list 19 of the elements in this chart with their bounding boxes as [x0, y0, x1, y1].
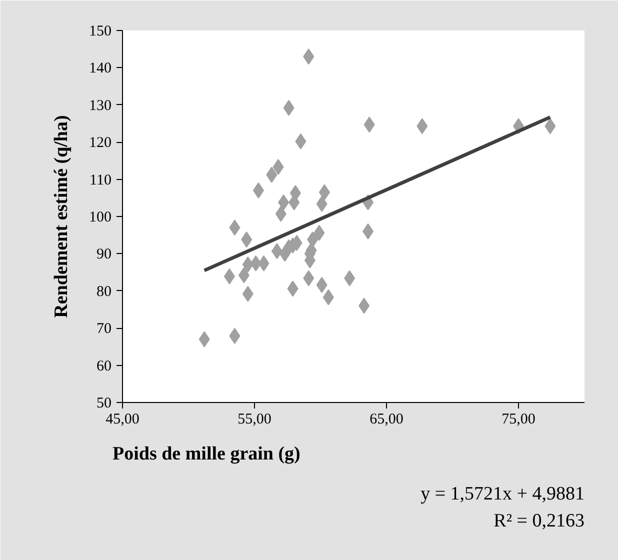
y-tick-label: 140 [89, 60, 112, 77]
text: y = 1,5721x + 4,9881 [420, 484, 585, 504]
text: R² = 0,2163 [494, 510, 585, 532]
y-tick-label: 80 [96, 284, 112, 300]
y-tick-label: 130 [89, 98, 112, 114]
y-axis-title: Rendement estimé (q/ha) [51, 115, 72, 318]
y-tick-label: 90 [96, 246, 112, 263]
y-tick-label: 150 [89, 24, 112, 40]
y-tick-label: 50 [96, 396, 112, 412]
x-tick-label: 55,00 [238, 412, 272, 428]
y-tick-label: 120 [89, 135, 112, 152]
y-tick-label: 70 [96, 321, 112, 338]
x-axis-title: Poids de mille grain (g) [112, 444, 300, 464]
x-tick-label: 45,00 [106, 412, 140, 428]
x-tick-label: 75,00 [502, 412, 536, 428]
x-tick-label: 65,00 [370, 412, 404, 428]
y-tick-label: 100 [89, 210, 112, 226]
y-tick-label: 110 [90, 172, 112, 188]
y-tick-label: 60 [96, 358, 112, 374]
